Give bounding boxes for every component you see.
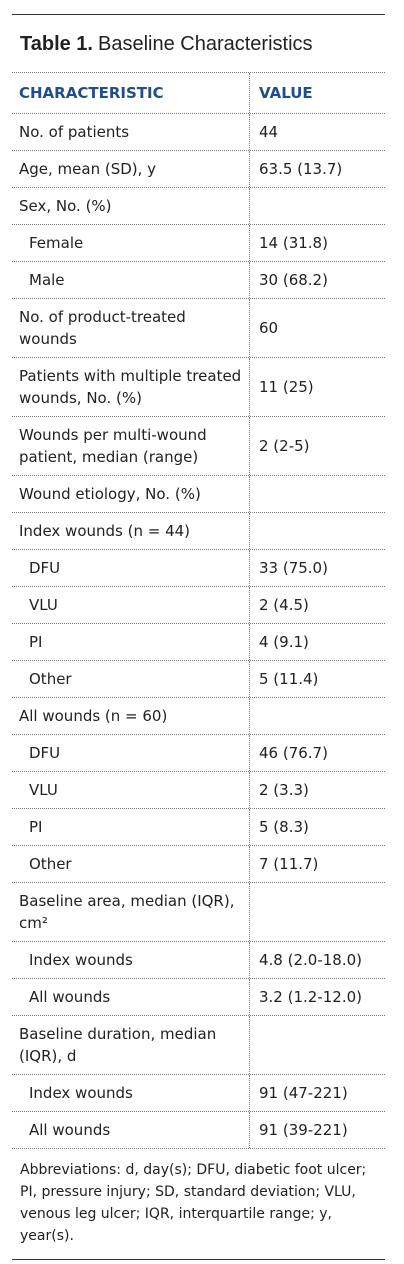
- sub-row: VLU 2 (4.5): [12, 587, 385, 624]
- value-cell: 60: [249, 299, 385, 357]
- row: Wound etiology, No. (%): [12, 476, 385, 513]
- label-cell: Wound etiology, No. (%): [19, 485, 201, 503]
- table-block: Table 1. Baseline Characteristics CHARACT…: [12, 14, 385, 1260]
- value-cell: [249, 513, 385, 549]
- sub-row: Other 5 (11.4): [12, 661, 385, 698]
- table: CHARACTERISTIC VALUE No. of patients 44 Age,…: [12, 73, 385, 1149]
- label-cell: Baseline duration, median (IQR), d: [19, 1025, 217, 1065]
- value-cell: [249, 698, 385, 734]
- value-cell: 5 (8.3): [249, 809, 385, 845]
- sub-row: Index wounds 4.8 (2.0-18.0): [12, 942, 385, 979]
- value-cell: 4 (9.1): [249, 624, 385, 660]
- sub-row: All wounds 91 (39-221): [12, 1112, 385, 1149]
- value-cell: 30 (68.2): [249, 262, 385, 298]
- sub-row: DFU 33 (75.0): [12, 550, 385, 587]
- label-cell: VLU: [29, 781, 58, 799]
- value-cell: [249, 476, 385, 512]
- value-cell: 46 (76.7): [249, 735, 385, 771]
- row: Index wounds (n = 44): [12, 513, 385, 550]
- value-cell: 3.2 (1.2-12.0): [249, 979, 385, 1015]
- row: Baseline duration, median (IQR), d: [12, 1016, 385, 1075]
- value-cell: 33 (75.0): [249, 550, 385, 586]
- label-cell: Other: [29, 670, 72, 688]
- sub-row: Other 7 (11.7): [12, 846, 385, 883]
- title-text: Baseline Characteristics: [98, 33, 313, 55]
- sub-row: VLU 2 (3.3): [12, 772, 385, 809]
- title-label: Table 1.: [20, 33, 93, 55]
- header-cell: CHARACTERISTIC: [19, 84, 164, 102]
- label-cell: PI: [29, 818, 43, 836]
- row: Wounds per multi-wound patient, median (…: [12, 417, 385, 476]
- row: No. of patients 44: [12, 114, 385, 151]
- sub-row: Female 14 (31.8): [12, 225, 385, 262]
- value-cell: 44: [249, 114, 385, 150]
- row: Sex, No. (%): [12, 188, 385, 225]
- label-cell: All wounds: [29, 988, 111, 1006]
- label-cell: Male: [29, 271, 65, 289]
- value-cell: 2 (4.5): [249, 587, 385, 623]
- label-cell: Patients with multiple treated wounds, N…: [19, 367, 242, 407]
- footnote: Abbreviations: d, day(s); DFU, diabetic …: [20, 1162, 367, 1244]
- label-cell: No. of patients: [19, 123, 130, 141]
- label-cell: Index wounds: [29, 951, 133, 969]
- label-cell: DFU: [29, 744, 61, 762]
- table-title: Table 1. Baseline Characteristics: [12, 15, 385, 73]
- label-cell: Baseline area, median (IQR), cm²: [19, 892, 235, 932]
- value-cell: 11 (25): [249, 358, 385, 416]
- value-cell: 2 (3.3): [249, 772, 385, 808]
- label-cell: No. of product-treated wounds: [19, 308, 186, 348]
- value-cell: 91 (47-221): [249, 1075, 385, 1111]
- sub-row: DFU 46 (76.7): [12, 735, 385, 772]
- label-cell: Age, mean (SD), y: [19, 160, 157, 178]
- value-cell: 14 (31.8): [249, 225, 385, 261]
- label-cell: Sex, No. (%): [19, 197, 112, 215]
- label-cell: Index wounds (n = 44): [19, 522, 191, 540]
- label-cell: Index wounds: [29, 1084, 133, 1102]
- row: Age, mean (SD), y 63.5 (13.7): [12, 151, 385, 188]
- value-cell: 4.8 (2.0-18.0): [249, 942, 385, 978]
- row: Baseline area, median (IQR), cm²: [12, 883, 385, 942]
- sub-row: Male 30 (68.2): [12, 262, 385, 299]
- value-cell: 5 (11.4): [249, 661, 385, 697]
- label-cell: VLU: [29, 596, 58, 614]
- label-cell: All wounds (n = 60): [19, 707, 168, 725]
- row: All wounds (n = 60): [12, 698, 385, 735]
- header-row: CHARACTERISTIC VALUE: [12, 73, 385, 114]
- value-cell: [249, 188, 385, 224]
- label-cell: All wounds: [29, 1121, 111, 1139]
- sub-row: PI 4 (9.1): [12, 624, 385, 661]
- label-cell: Wounds per multi-wound patient, median (…: [19, 426, 207, 466]
- label-cell: PI: [29, 633, 43, 651]
- value-cell: 63.5 (13.7): [249, 151, 385, 187]
- sub-row: Index wounds 91 (47-221): [12, 1075, 385, 1112]
- sub-row: All wounds 3.2 (1.2-12.0): [12, 979, 385, 1016]
- value-cell: 2 (2-5): [249, 417, 385, 475]
- sub-row: PI 5 (8.3): [12, 809, 385, 846]
- value-cell: [249, 883, 385, 941]
- row: No. of product-treated wounds 60: [12, 299, 385, 358]
- header-cell: VALUE: [249, 73, 385, 113]
- label-cell: DFU: [29, 559, 61, 577]
- label-cell: Other: [29, 855, 72, 873]
- value-cell: 7 (11.7): [249, 846, 385, 882]
- value-cell: 91 (39-221): [249, 1112, 385, 1148]
- row: Patients with multiple treated wounds, N…: [12, 358, 385, 417]
- label-cell: Female: [29, 234, 84, 252]
- value-cell: [249, 1016, 385, 1074]
